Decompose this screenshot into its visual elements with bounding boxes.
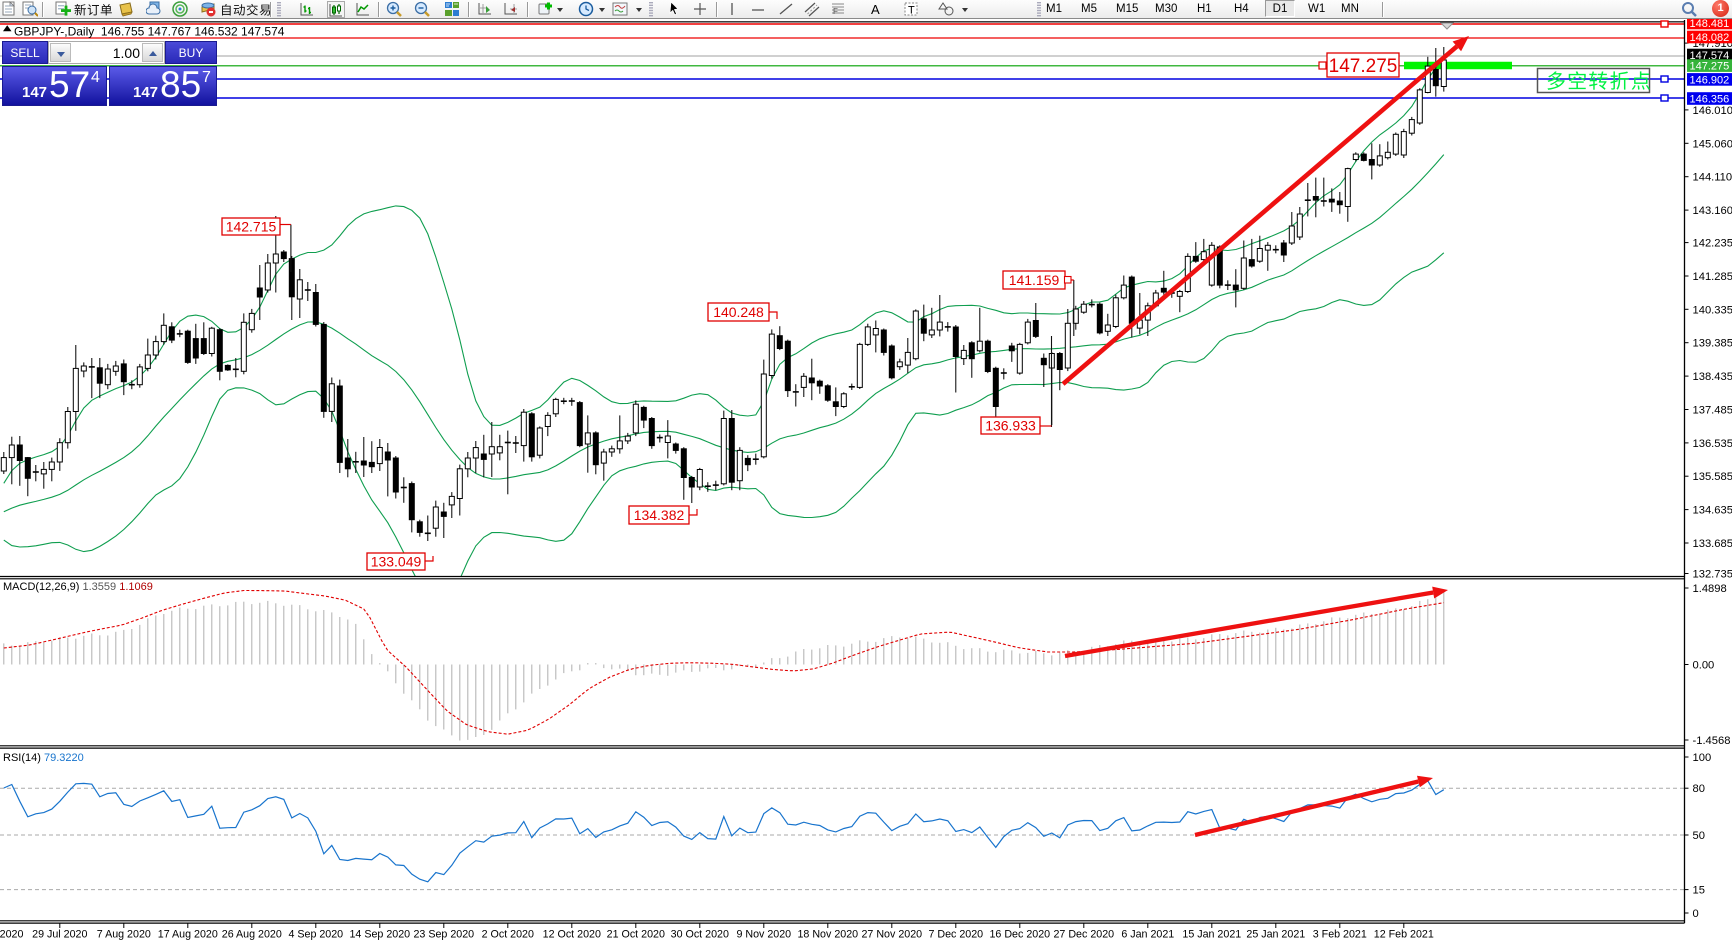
svg-text:133.685: 133.685: [1693, 538, 1732, 550]
svg-text:2 Oct 2020: 2 Oct 2020: [482, 929, 534, 941]
svg-text:140.335: 140.335: [1693, 304, 1732, 316]
svg-text:1.4898: 1.4898: [1693, 583, 1727, 595]
svg-text:18 Nov 2020: 18 Nov 2020: [797, 929, 858, 941]
svg-text:15: 15: [1693, 885, 1705, 897]
svg-text:135.585: 135.585: [1693, 471, 1732, 483]
svg-text:MACD(12,26,9) 1.3559 1.1069: MACD(12,26,9) 1.3559 1.1069: [3, 581, 153, 593]
svg-text:139.385: 139.385: [1693, 338, 1732, 350]
svg-text:RSI(14) 79.3220: RSI(14) 79.3220: [3, 752, 84, 764]
svg-text:133.049: 133.049: [371, 554, 422, 570]
svg-text:26 Aug 2020: 26 Aug 2020: [222, 929, 282, 941]
svg-text:GBPJPY-,Daily 146.755 147.767: GBPJPY-,Daily 146.755 147.767 146.532 14…: [14, 24, 285, 38]
svg-text:146.356: 146.356: [1690, 94, 1730, 106]
svg-text:147.275: 147.275: [1329, 56, 1398, 77]
svg-text:F: F: [833, 7, 838, 16]
svg-text:140.248: 140.248: [713, 304, 764, 320]
svg-text:16 Dec 2020: 16 Dec 2020: [989, 929, 1050, 941]
svg-text:3 Feb 2021: 3 Feb 2021: [1313, 929, 1367, 941]
svg-text:7 Aug 2020: 7 Aug 2020: [97, 929, 151, 941]
svg-text:144.110: 144.110: [1693, 172, 1732, 184]
svg-text:136.933: 136.933: [985, 418, 1036, 434]
svg-text:141.285: 141.285: [1693, 271, 1732, 283]
svg-text:A: A: [871, 2, 880, 17]
svg-text:134.635: 134.635: [1693, 505, 1732, 517]
svg-text:142.715: 142.715: [226, 219, 277, 235]
svg-text:80: 80: [1693, 783, 1705, 795]
svg-text:7 Dec 2020: 7 Dec 2020: [928, 929, 983, 941]
svg-text:141.159: 141.159: [1009, 272, 1060, 288]
svg-text:132.735: 132.735: [1693, 569, 1732, 581]
svg-text:148.481: 148.481: [1690, 18, 1730, 30]
svg-text:100: 100: [1693, 752, 1712, 764]
svg-text:4 Sep 2020: 4 Sep 2020: [288, 929, 343, 941]
svg-text:12 Feb 2021: 12 Feb 2021: [1374, 929, 1434, 941]
svg-text:23 Sep 2020: 23 Sep 2020: [413, 929, 474, 941]
svg-text:21 Oct 2020: 21 Oct 2020: [607, 929, 665, 941]
svg-text:20 Jul 2020: 20 Jul 2020: [0, 929, 23, 941]
svg-text:12 Oct 2020: 12 Oct 2020: [543, 929, 601, 941]
svg-text:136.535: 136.535: [1693, 438, 1732, 450]
svg-text:6 Jan 2021: 6 Jan 2021: [1121, 929, 1174, 941]
svg-text:137.485: 137.485: [1693, 405, 1732, 417]
svg-text:148.082: 148.082: [1690, 32, 1730, 44]
svg-text:25 Jan 2021: 25 Jan 2021: [1246, 929, 1305, 941]
svg-text:146.902: 146.902: [1690, 74, 1730, 86]
svg-text:147.275: 147.275: [1690, 61, 1730, 73]
svg-text:30 Oct 2020: 30 Oct 2020: [671, 929, 729, 941]
svg-text:134.382: 134.382: [634, 507, 685, 523]
svg-text:17 Aug 2020: 17 Aug 2020: [158, 929, 218, 941]
svg-text:-1.4568: -1.4568: [1693, 735, 1731, 747]
svg-text:147.574: 147.574: [1690, 50, 1730, 62]
svg-text:138.435: 138.435: [1693, 371, 1732, 383]
svg-text:27 Nov 2020: 27 Nov 2020: [861, 929, 922, 941]
svg-text:14 Sep 2020: 14 Sep 2020: [349, 929, 410, 941]
svg-text:145.060: 145.060: [1693, 138, 1732, 150]
svg-text:143.160: 143.160: [1693, 205, 1732, 217]
svg-text:0: 0: [1693, 908, 1699, 920]
svg-text:142.235: 142.235: [1693, 238, 1732, 250]
svg-text:0.00: 0.00: [1693, 660, 1715, 672]
svg-text:50: 50: [1693, 830, 1705, 842]
svg-text:146.010: 146.010: [1693, 105, 1732, 117]
svg-text:29 Jul 2020: 29 Jul 2020: [32, 929, 87, 941]
svg-text:15 Jan 2021: 15 Jan 2021: [1182, 929, 1241, 941]
svg-text:27 Dec 2020: 27 Dec 2020: [1053, 929, 1114, 941]
svg-text:T: T: [908, 5, 915, 17]
svg-text:9 Nov 2020: 9 Nov 2020: [736, 929, 791, 941]
